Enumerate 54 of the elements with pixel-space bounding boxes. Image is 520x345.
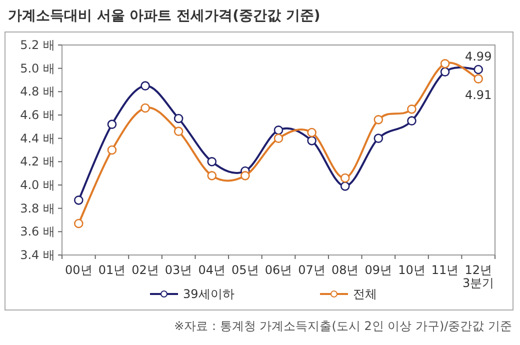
x-tick-label: 03년 (164, 263, 192, 277)
y-tick-label: 3.6 배 (20, 224, 55, 239)
point (307, 136, 316, 146)
point (140, 103, 150, 113)
x-tick-label: 04년 (198, 263, 226, 277)
point (240, 171, 250, 180)
point (440, 59, 450, 68)
point (174, 114, 184, 124)
x-tick-label: 00년 (65, 263, 92, 277)
data-label: 4.91 (464, 88, 492, 102)
x-tick-label: 08년 (331, 263, 359, 277)
y-tick-label: 4.4 배 (20, 131, 55, 146)
point (374, 134, 384, 143)
point (107, 120, 117, 129)
point (74, 196, 84, 205)
x-tick-label: 05년 (232, 263, 259, 277)
point (274, 126, 284, 135)
x-tick-label: 02년 (132, 263, 159, 277)
point (140, 81, 150, 90)
legend-label: 전체 (353, 287, 377, 301)
y-tick-label: 4.6 배 (20, 108, 55, 122)
x-tick-label: 01년 (98, 263, 126, 277)
point (340, 182, 350, 191)
y-tick-label: 5.2 배 (20, 38, 55, 52)
y-tick-label: 3.8 배 (20, 201, 55, 216)
x-tick-label: 12년 3분기 (462, 263, 494, 290)
point (407, 104, 416, 114)
y-tick-label: 4.0 배 (20, 178, 55, 192)
point (274, 134, 284, 143)
chart-title: 가계소득대비 서울 아파트 전세가격(중간값 기준) (8, 8, 320, 24)
y-tick-label: 4.2 배 (20, 154, 55, 169)
x-tick-label: 11년 (431, 263, 459, 277)
point (474, 74, 483, 84)
point (374, 115, 384, 124)
x-tick-label: 09년 (364, 263, 392, 277)
legend-label: 39세이하 (183, 287, 234, 301)
point (174, 126, 184, 136)
x-tick-label: 10년 (398, 263, 426, 277)
y-tick-label: 3.4 배 (20, 248, 55, 262)
point (74, 218, 84, 228)
point (307, 128, 316, 138)
text: ※자료 : 통계청 가계소득지출(도시 2인 이상 가구)/중간값 기준 (174, 319, 512, 333)
point (107, 145, 117, 155)
y-tick-label: 4.8 배 (20, 84, 55, 99)
point (207, 157, 217, 166)
x-tick-label: 07년 (298, 263, 326, 277)
point (474, 64, 483, 74)
point (407, 116, 416, 126)
x-tick-label: 06년 (264, 263, 292, 277)
y-tick-label: 5.0 배 (20, 61, 55, 76)
point (207, 171, 217, 180)
data-label: 4.99 (464, 50, 492, 64)
point (340, 173, 350, 183)
point (440, 67, 450, 76)
